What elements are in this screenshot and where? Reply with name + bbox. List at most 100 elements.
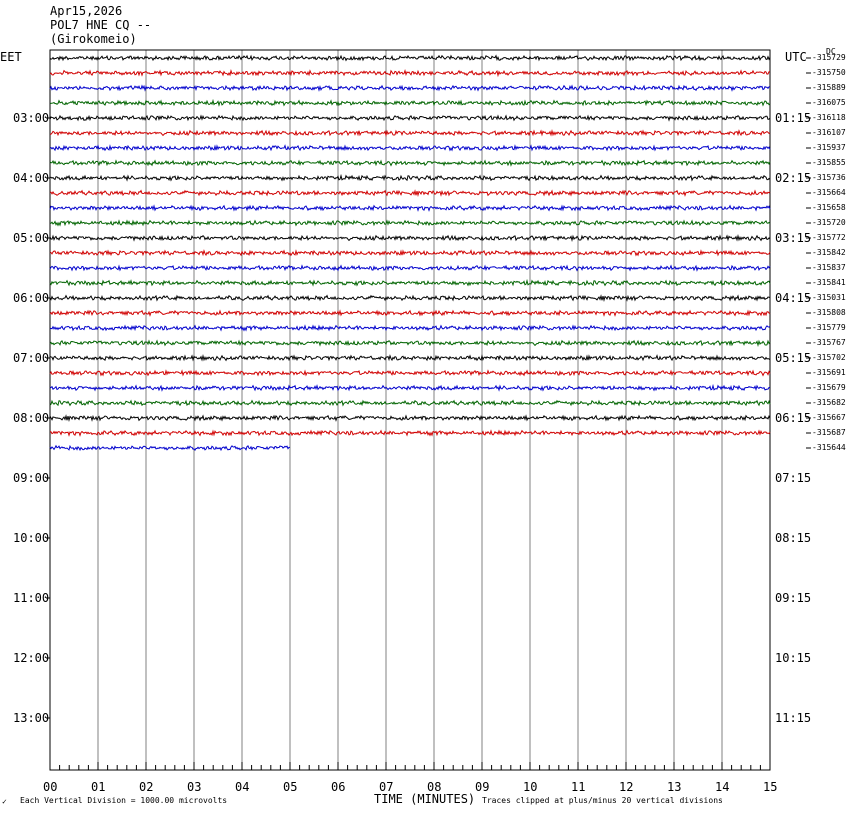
seismic-trace [49, 249, 771, 257]
right-hour-label: 09:15 [775, 591, 812, 605]
x-tick-label: 14 [715, 780, 730, 794]
chart-date: Apr15,2026 [50, 4, 123, 18]
right-hour-label: 07:15 [775, 471, 812, 485]
trace-dc-value: -315679 [812, 383, 846, 392]
x-tick-label: 03 [187, 780, 202, 794]
trace-dc-value: -315644 [812, 443, 846, 452]
trace-dc-value: -315779 [812, 323, 846, 332]
trace-dc-value: -315687 [812, 428, 846, 437]
logo-mark: ✓ [2, 797, 7, 806]
right-hour-label: 01:15 [775, 111, 812, 125]
trace-dc-value: -315842 [812, 248, 846, 257]
seismic-trace [49, 399, 771, 407]
seismic-trace [49, 354, 771, 362]
trace-dc-value: -315664 [812, 188, 846, 197]
trace-dc-value: -315720 [812, 218, 846, 227]
x-tick-label: 09 [475, 780, 490, 794]
chart-channel: POL7 HNE CQ -- [50, 18, 152, 32]
seismic-trace [49, 278, 771, 287]
seismic-trace [49, 159, 771, 167]
x-axis-title: TIME (MINUTES) [374, 792, 476, 806]
seismic-trace [49, 204, 771, 212]
seismic-trace [49, 369, 771, 377]
trace-dc-value: -315691 [812, 368, 846, 377]
trace-dc-value: -316075 [812, 98, 846, 107]
left-hour-label: 10:00 [13, 531, 50, 545]
seismic-trace [49, 219, 771, 227]
x-tick-label: 13 [667, 780, 682, 794]
x-tick-label: 00 [43, 780, 58, 794]
x-tick-label: 12 [619, 780, 634, 794]
left-hour-label: 13:00 [13, 711, 50, 725]
left-hour-label: 06:00 [13, 291, 50, 305]
seismic-trace [49, 98, 771, 107]
clip-note: Traces clipped at plus/minus 20 vertical… [482, 796, 723, 805]
right-hour-label: 11:15 [775, 711, 812, 725]
left-hour-label: 08:00 [13, 411, 50, 425]
scale-note: Each Vertical Division = 1000.00 microvo… [20, 796, 228, 805]
left-hour-label: 07:00 [13, 351, 50, 365]
plot-frame [49, 49, 771, 771]
left-timezone-label: EET [0, 50, 22, 64]
seismic-trace [49, 309, 771, 317]
x-tick-label: 06 [331, 780, 346, 794]
trace-dc-value: -315772 [812, 233, 846, 242]
seismic-trace [49, 339, 771, 348]
seismic-trace [49, 383, 771, 392]
trace-dc-value: -316118 [812, 113, 846, 122]
seismic-trace [49, 429, 771, 437]
seismic-trace [49, 264, 771, 272]
left-hour-label: 05:00 [13, 231, 50, 245]
seismic-trace [49, 173, 771, 182]
trace-dc-value: -316107 [812, 128, 846, 137]
trace-dc-value: -315837 [812, 263, 846, 272]
trace-dc-value: -315729 [812, 53, 846, 62]
right-hour-label: 04:15 [775, 291, 812, 305]
x-tick-label: 10 [523, 780, 538, 794]
right-hour-label: 10:15 [775, 651, 812, 665]
chart-location: (Girokomeio) [50, 32, 137, 46]
left-hour-label: 03:00 [13, 111, 50, 125]
dc-label: DC [826, 47, 836, 56]
seismic-trace [49, 189, 771, 198]
trace-dc-value: -315841 [812, 278, 846, 287]
trace-dc-value: -315767 [812, 338, 846, 347]
right-hour-label: 05:15 [775, 351, 812, 365]
right-hour-label: 02:15 [775, 171, 812, 185]
trace-dc-value: -315658 [812, 203, 846, 212]
seismic-trace [49, 114, 771, 122]
seismic-trace [49, 414, 771, 423]
right-timezone-label: UTC [785, 50, 807, 64]
trace-dc-value: -315889 [812, 83, 846, 92]
x-tick-label: 04 [235, 780, 250, 794]
trace-dc-value: -315736 [812, 173, 846, 182]
right-hour-label: 03:15 [775, 231, 812, 245]
seismic-trace [49, 234, 771, 243]
seismic-trace [49, 324, 771, 332]
right-hour-label: 08:15 [775, 531, 812, 545]
trace-dc-value: -315031 [812, 293, 846, 302]
seismic-trace [49, 294, 771, 303]
trace-dc-value: -315667 [812, 413, 846, 422]
seismic-trace [49, 69, 771, 78]
x-tick-label: 11 [571, 780, 586, 794]
seismic-trace [49, 444, 291, 452]
trace-dc-value: -315808 [812, 308, 846, 317]
x-tick-label: 01 [91, 780, 106, 794]
trace-dc-value: -315855 [812, 158, 846, 167]
left-hour-label: 12:00 [13, 651, 50, 665]
trace-dc-value: -315682 [812, 398, 846, 407]
x-tick-label: 08 [427, 780, 442, 794]
x-tick-label: 15 [763, 780, 778, 794]
left-hour-label: 11:00 [13, 591, 50, 605]
x-tick-label: 07 [379, 780, 394, 794]
seismic-trace [49, 54, 771, 62]
trace-dc-value: -315937 [812, 143, 846, 152]
x-tick-label: 02 [139, 780, 154, 794]
trace-dc-value: -315702 [812, 353, 846, 362]
trace-dc-value: -315750 [812, 68, 846, 77]
seismic-trace [49, 129, 771, 138]
seismic-trace [49, 84, 771, 92]
left-hour-label: 04:00 [13, 171, 50, 185]
